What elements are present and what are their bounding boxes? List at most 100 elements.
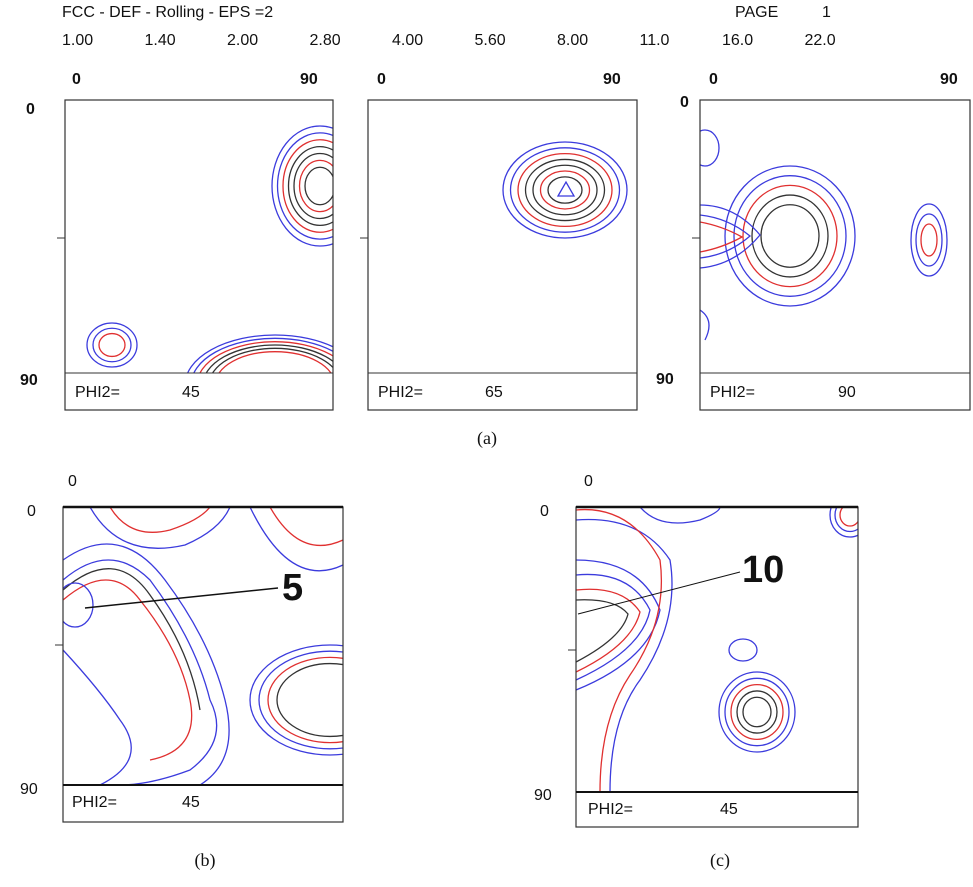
contour-group <box>728 638 758 662</box>
phi2-label: PHI2= <box>72 794 117 811</box>
section-frame <box>367 99 638 411</box>
contour <box>576 599 629 663</box>
y-start: 0 <box>26 101 35 118</box>
contour <box>98 332 126 358</box>
y-end: 90 <box>20 372 38 389</box>
contour <box>258 650 343 750</box>
contour <box>63 649 132 785</box>
contour <box>63 568 201 711</box>
level-label: 1.40 <box>145 32 176 49</box>
contour <box>920 223 938 257</box>
contour <box>269 507 343 547</box>
contour <box>724 677 790 747</box>
contour <box>502 141 628 239</box>
contour <box>193 337 333 373</box>
contour-group <box>829 507 858 538</box>
y-end: 90 <box>656 371 674 388</box>
section-frame <box>699 99 971 411</box>
contour <box>700 221 744 253</box>
contour <box>639 507 721 524</box>
contour <box>249 507 343 572</box>
contour <box>287 145 333 227</box>
contour <box>742 696 772 728</box>
contour <box>199 341 333 373</box>
leader-line <box>84 587 279 609</box>
y-end: 90 <box>534 787 552 804</box>
contour <box>700 214 752 259</box>
contour <box>92 327 132 363</box>
contour <box>63 543 230 785</box>
y-start: 0 <box>27 503 36 520</box>
contour <box>576 573 651 681</box>
contour <box>63 579 193 761</box>
contour <box>700 309 710 341</box>
annotation: 10 <box>742 549 784 591</box>
contour <box>539 170 591 210</box>
level-label: 2.00 <box>227 32 258 49</box>
contour <box>282 139 333 233</box>
contour-group <box>86 322 138 368</box>
contour <box>89 507 231 549</box>
contour-group <box>186 334 333 373</box>
x-start: 0 <box>377 71 386 88</box>
contour <box>576 518 673 792</box>
phi2-label: PHI2= <box>588 801 633 818</box>
contour-group <box>63 582 94 628</box>
caption: (a) <box>477 428 497 449</box>
phi2-value: 45 <box>182 384 200 401</box>
contour <box>267 656 343 744</box>
contour <box>751 194 829 278</box>
phi2-value: 45 <box>182 794 200 811</box>
contour <box>576 588 641 673</box>
contour <box>718 671 796 753</box>
level-label: 22.0 <box>805 32 836 49</box>
contour <box>109 507 211 533</box>
contour <box>724 165 856 307</box>
y-end: 90 <box>20 781 38 798</box>
contour-group <box>700 129 720 167</box>
contour-group <box>249 644 343 756</box>
contour <box>186 334 333 373</box>
contour <box>839 507 858 527</box>
level-label: 2.80 <box>310 32 341 49</box>
contour <box>576 559 661 691</box>
contour <box>547 176 583 204</box>
x-end: 90 <box>603 71 621 88</box>
contour <box>205 344 333 373</box>
contour-group <box>910 203 948 277</box>
page-label: PAGE <box>735 4 778 21</box>
contour <box>249 644 343 756</box>
phi2-label: PHI2= <box>710 384 755 401</box>
phi2-label: PHI2= <box>75 384 120 401</box>
contour <box>730 683 784 741</box>
contour <box>834 507 858 533</box>
contour <box>86 322 138 368</box>
x-start: 0 <box>709 71 718 88</box>
contour <box>742 184 838 288</box>
leader-line <box>577 571 741 615</box>
x-start: 0 <box>68 473 77 490</box>
contour <box>298 159 333 213</box>
contour-group <box>271 125 333 247</box>
contour <box>915 213 943 267</box>
section-frame <box>64 99 334 411</box>
level-label: 11.0 <box>640 32 670 49</box>
contour-group <box>502 141 628 239</box>
contour <box>211 347 333 373</box>
level-label: 4.00 <box>392 32 423 49</box>
contour <box>910 203 948 277</box>
contour <box>63 559 218 785</box>
contour <box>829 507 858 538</box>
contour <box>733 175 847 297</box>
contour <box>218 351 332 373</box>
contour <box>276 132 333 240</box>
contour <box>304 166 333 206</box>
contour <box>524 158 606 222</box>
level-label: 8.00 <box>557 32 588 49</box>
contour <box>728 638 758 662</box>
contour <box>556 180 576 197</box>
contour <box>700 129 720 167</box>
page-number: 1 <box>822 4 831 21</box>
contour <box>63 582 94 628</box>
